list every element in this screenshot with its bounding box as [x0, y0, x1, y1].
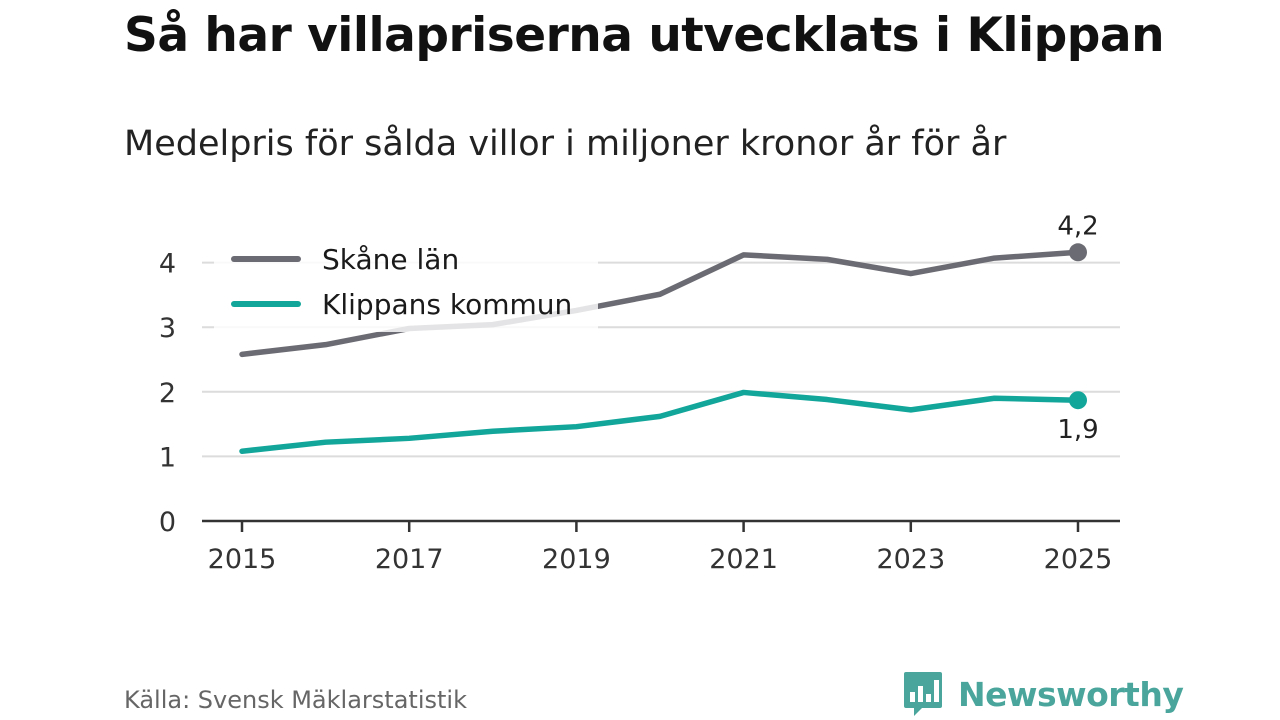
series-end-label: 1,9	[1057, 415, 1098, 445]
y-tick-label: 3	[159, 313, 176, 344]
x-tick-label: 2017	[375, 544, 444, 575]
series-end-label: 4,2	[1057, 211, 1098, 241]
end-labels: 4,2 1,9	[1057, 211, 1098, 445]
x-tick-label: 2021	[709, 544, 778, 575]
x-tick-label: 2019	[542, 544, 611, 575]
chart-title: Så har villapriserna utvecklats i Klippa…	[124, 8, 1165, 63]
bar-chart-speech-bubble-icon	[904, 672, 942, 716]
series-line	[239, 249, 1081, 358]
y-tick-label: 2	[159, 378, 176, 409]
legend-label: Skåne län	[322, 243, 459, 276]
source-note: Källa: Svensk Mäklarstatistik	[124, 686, 467, 714]
series-line	[239, 389, 1081, 454]
brand-name: Newsworthy	[958, 674, 1184, 714]
y-tick-label: 1	[159, 442, 176, 473]
series-lines	[239, 243, 1087, 454]
x-tick-label: 2025	[1044, 544, 1113, 575]
axes: 0 1 2 3 4 2015 2017 2019 2021 2023 2025	[159, 249, 1120, 575]
legend-background	[214, 232, 598, 332]
series-end-marker	[1069, 243, 1087, 262]
x-tick-label: 2023	[876, 544, 945, 575]
y-tick-label: 4	[159, 249, 176, 280]
brand-logo: Newsworthy	[902, 670, 1184, 718]
y-tick-label: 0	[159, 507, 176, 538]
legend: Skåne län Klippans kommun	[214, 232, 598, 332]
chart-subtitle: Medelpris för sålda villor i miljoner kr…	[124, 124, 1007, 164]
legend-label: Klippans kommun	[322, 288, 572, 321]
x-tick-label: 2015	[208, 544, 277, 575]
series-end-marker	[1069, 391, 1087, 410]
